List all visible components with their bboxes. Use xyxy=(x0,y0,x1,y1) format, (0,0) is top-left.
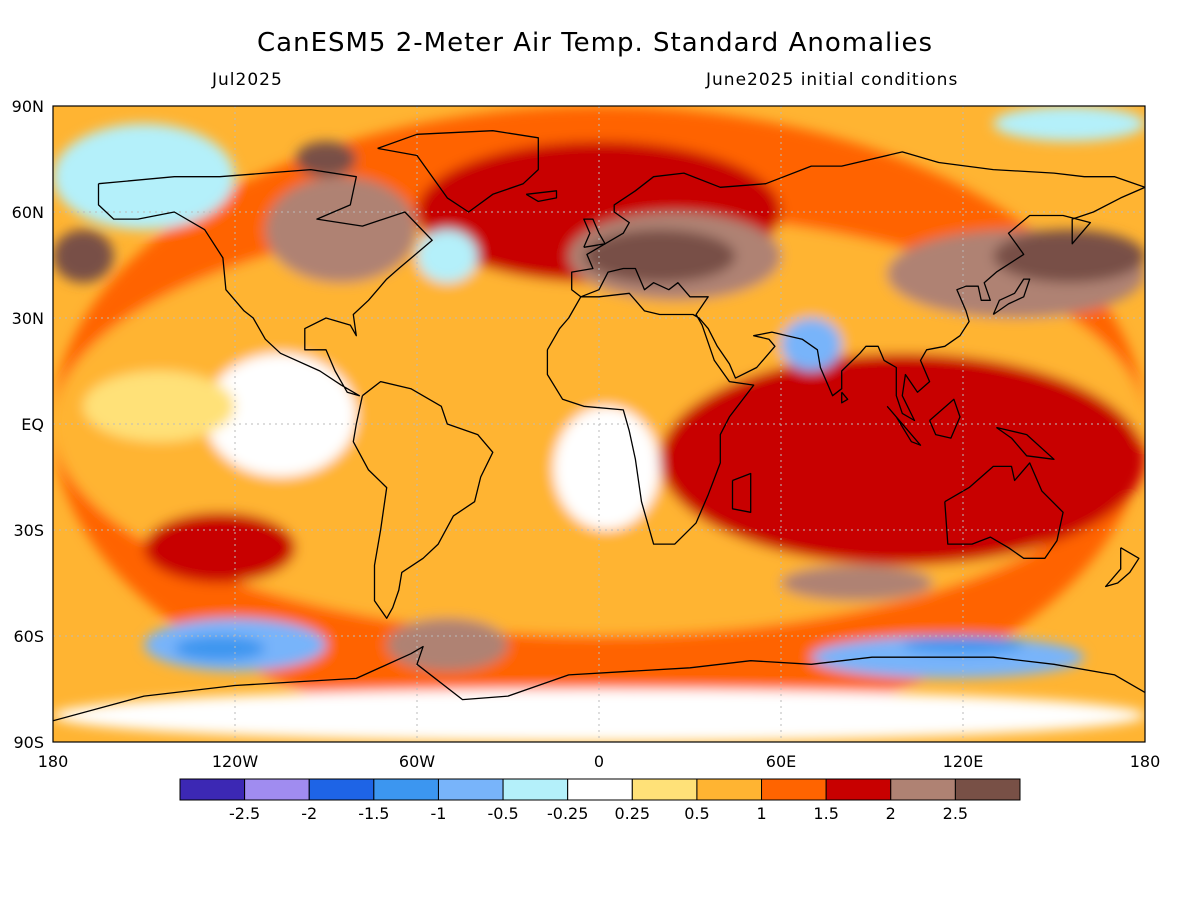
anomaly-region xyxy=(83,371,235,442)
lat-label-90s: 90S xyxy=(13,733,44,752)
coastline-sumatra xyxy=(886,405,922,446)
legend-tick-label: -2 xyxy=(301,804,317,823)
map-title: CanESM5 2-Meter Air Temp. Standard Anoma… xyxy=(257,28,933,58)
initial-conditions: June2025 initial conditions xyxy=(706,70,959,90)
lon-label-180w: 180 xyxy=(38,752,69,771)
coastline-new-zealand xyxy=(1104,547,1140,588)
legend-swatch xyxy=(696,778,763,801)
coastline-south-america xyxy=(352,380,494,619)
legend-tick-label: 0.25 xyxy=(614,804,650,823)
anomaly-region xyxy=(993,229,1145,283)
coastline-africa-eurasia xyxy=(546,151,1145,545)
anomaly-region xyxy=(174,636,266,661)
coastline-australia xyxy=(944,462,1064,559)
legend-tick-label: 2 xyxy=(886,804,896,823)
coastline-greenland xyxy=(377,130,539,213)
graticule xyxy=(53,106,1145,742)
anomaly-region xyxy=(295,141,357,177)
anomaly-region xyxy=(417,229,478,283)
lon-label-0: 0 xyxy=(594,752,604,771)
lon-label-60w: 60W xyxy=(399,752,435,771)
lat-label-30s: 30S xyxy=(13,521,44,540)
anomaly-region xyxy=(781,318,842,371)
anomaly-region xyxy=(53,229,114,283)
lat-label-60s: 60S xyxy=(13,627,44,646)
anomaly-region xyxy=(781,565,933,601)
legend-swatch xyxy=(825,778,892,801)
color-legend: -2.5 -2 -1.5 -1 -0.5 -0.25 0.25 0.5 1 1.5 2 2.5 xyxy=(179,778,1021,823)
target-month: Jul2025 xyxy=(212,70,283,90)
legend-tick-label: -1.5 xyxy=(358,804,389,823)
legend-swatch xyxy=(308,778,375,801)
legend-swatch xyxy=(954,778,1021,801)
legend-swatch xyxy=(567,778,633,801)
legend-tick-label: 1 xyxy=(756,804,766,823)
lon-label-180e: 180 xyxy=(1130,752,1161,771)
lat-label-90n: 90N xyxy=(12,97,44,116)
legend-swatch xyxy=(244,778,310,801)
legend-swatch xyxy=(502,778,569,801)
legend-swatch xyxy=(437,778,504,801)
legend-tick-label: -2.5 xyxy=(229,804,260,823)
coastline-great-britain xyxy=(583,218,606,248)
coastline-new-guinea xyxy=(996,426,1055,460)
anomaly-region xyxy=(265,176,417,283)
lat-label-60n: 60N xyxy=(12,203,44,222)
lat-label-eq: EQ xyxy=(21,415,44,434)
legend-tick-label: 0.5 xyxy=(684,804,709,823)
anomaly-region xyxy=(902,636,1024,654)
legend-tick-label: -0.5 xyxy=(487,804,518,823)
lat-label-30n: 30N xyxy=(12,309,44,328)
coastline-sri-lanka xyxy=(841,391,849,404)
coastline-madagascar xyxy=(731,472,752,513)
legend-swatch xyxy=(631,778,698,801)
legend-swatch xyxy=(373,778,439,801)
anomaly-region xyxy=(553,406,660,530)
coastline-north-america xyxy=(97,168,433,397)
lon-label-120e: 120E xyxy=(943,752,984,771)
lon-label-60e: 60E xyxy=(766,752,796,771)
anomaly-region xyxy=(204,353,357,477)
legend-swatch xyxy=(890,778,956,801)
coastlines xyxy=(53,130,1145,722)
coastline-japan xyxy=(992,278,1031,316)
legend-swatch xyxy=(761,778,827,801)
anomaly-region xyxy=(993,106,1145,142)
lon-label-120w: 120W xyxy=(212,752,259,771)
coastline-iceland xyxy=(525,190,558,203)
legend-tick-label: 2.5 xyxy=(943,804,968,823)
coastline-antarctica xyxy=(53,645,1145,722)
map-frame xyxy=(52,105,1146,743)
anomaly-region xyxy=(144,512,296,584)
anomaly-region xyxy=(53,689,1145,742)
legend-swatch xyxy=(179,778,246,801)
anomaly-region xyxy=(659,353,1145,566)
coastline-borneo xyxy=(929,398,961,439)
anomaly-region xyxy=(386,618,509,672)
legend-tick-label: -1 xyxy=(430,804,446,823)
legend-tick-label: -0.25 xyxy=(547,804,588,823)
legend-tick-label: 1.5 xyxy=(813,804,838,823)
